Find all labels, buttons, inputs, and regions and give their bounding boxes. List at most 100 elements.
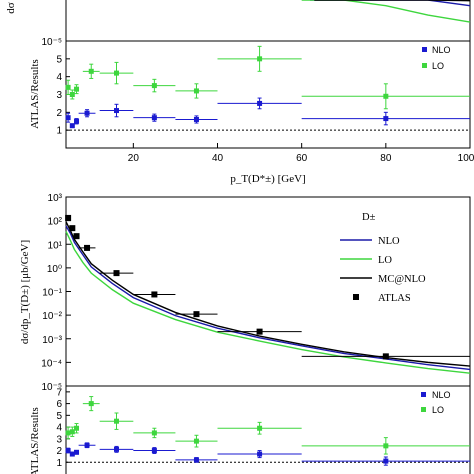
bottom-cs-ytick-label: 10⁰ — [47, 264, 62, 275]
bottom-cs-ytick-label: 10⁻⁵ — [41, 382, 62, 393]
bottom-cs-legend-label-2: MC@NLO — [378, 274, 426, 285]
top-ratio-ylabel: ATLAS/Results — [29, 59, 41, 129]
bottom-cs-atlas-point — [84, 244, 91, 251]
bottom-ratio-ytick-label: 5 — [56, 411, 62, 422]
bottom-ratio-nlo-point — [69, 451, 75, 457]
top-ratio-lo-point — [69, 92, 75, 97]
bottom-cs-ytick-label: 10⁻¹ — [42, 288, 62, 299]
bottom-ratio-nlo-point — [383, 458, 389, 464]
top-ratio-lo-point — [257, 56, 263, 62]
bottom-ratio-lo-point — [65, 430, 71, 436]
bottom-ratio-ytick-label: 7 — [56, 387, 62, 398]
top-ratio-lo-point — [65, 84, 71, 90]
bottom-ratio-legend-nlo-marker — [421, 392, 426, 397]
bottom-cs-ytick-label: 10¹ — [48, 240, 63, 251]
bottom-cs-legend-label-0: NLO — [378, 236, 400, 247]
top-ratio-legend-nlo: NLO — [432, 45, 451, 55]
top-ratio-nlo-point — [151, 115, 157, 121]
top-ratio-nlo-point — [257, 100, 263, 106]
top-ratio-ytick-label: 1 — [56, 126, 62, 137]
top-ratio-lo-point — [193, 88, 199, 94]
bottom-ratio-lo-point — [257, 425, 263, 431]
top-ratio-lo-point — [151, 83, 157, 89]
top-ratio-xtick-label: 60 — [296, 153, 308, 164]
bottom-cs-curve-nlo — [65, 225, 471, 371]
top-cs-curve-lo — [301, 0, 471, 23]
bottom-ratio-ylabel: ATLAS/Results — [29, 407, 41, 474]
bottom-ratio-nlo-point — [193, 457, 199, 463]
bottom-cs-ylabel: dσ/dp_T(D±) [μb/GeV] — [19, 240, 31, 344]
top-ratio-nlo-point — [84, 110, 90, 116]
top-ratio-lo-point — [383, 93, 389, 99]
bottom-ratio-legend-lo-marker — [421, 407, 426, 412]
top-ratio-nlo-point — [74, 118, 80, 124]
bottom-ratio-ytick-label: 1 — [56, 458, 62, 469]
top-ratio-nlo-point — [69, 123, 75, 129]
top-ratio-ytick-label: 2 — [56, 108, 62, 119]
top-ratio-nlo-point — [114, 108, 119, 114]
bottom-ratio-lo-point — [151, 430, 157, 436]
bottom-ratio-ytick-label: 3 — [56, 434, 62, 445]
bottom-cs-atlas-point — [151, 291, 158, 298]
top-ratio-lo-point — [114, 70, 119, 76]
bottom-ratio-lo-point — [114, 418, 119, 424]
top-cs-curve-nlo — [310, 0, 471, 7]
top-ratio-legend-nlo-marker — [422, 47, 427, 52]
top-ratio-legend-lo-marker — [422, 63, 427, 68]
bottom-cs-ytick-label: 10⁻³ — [42, 335, 62, 346]
top-ratio-legend-lo: LO — [432, 61, 444, 71]
top-ratio-panel: 1 2 3 4 5 20 40 60 80 100 NLO LO ATLAS/Results p_T(D*… — [29, 40, 474, 185]
bottom-cs-atlas-point — [256, 328, 263, 335]
top-ratio-xtick-label: 100 — [458, 153, 474, 164]
top-ratio-nlo-point — [193, 116, 199, 122]
bottom-ratio-nlo-point — [74, 449, 80, 455]
top-ratio-ytick-label: 3 — [56, 90, 62, 101]
top-ratio-ytick-label: 5 — [56, 54, 62, 65]
bottom-cs-curve-lo — [65, 231, 471, 374]
top-ratio-xlabel: p_T(D*±) [GeV] — [230, 173, 305, 185]
top-cs-frame — [65, 0, 471, 42]
bottom-ratio-lo-point — [88, 401, 94, 407]
top-ratio-xtick-label: 40 — [212, 153, 224, 164]
top-ratio-xtick-label: 20 — [128, 153, 140, 164]
bottom-ratio-nlo-point — [84, 442, 90, 448]
bottom-ratio-lo-point — [193, 438, 199, 444]
bottom-cs-atlas-point — [113, 270, 120, 277]
top-ratio-nlo-point — [383, 116, 389, 122]
bottom-ratio-legend-lo: LO — [432, 405, 444, 415]
bottom-cs-ytick-label: 10⁻⁴ — [41, 358, 62, 369]
bottom-ratio-ytick-label: 6 — [56, 399, 62, 410]
bottom-ratio-nlo-point — [151, 448, 157, 454]
bottom-ratio-lo-point — [69, 429, 75, 435]
bottom-cs-atlas-point — [69, 225, 76, 232]
bottom-cs-ytick-label: 10³ — [48, 193, 63, 204]
bottom-cs-curve-mcnlo — [65, 221, 471, 367]
bottom-ratio-legend-nlo: NLO — [432, 390, 451, 400]
bottom-cross-section-panel: 10³ 10² 10¹ 10⁰ 10⁻¹ 10⁻² 10⁻³ 10⁻⁴ 10⁻⁵ D± NLO LO M… — [19, 193, 471, 393]
top-ratio-frame — [65, 40, 471, 149]
bottom-cs-panel-label: D± — [362, 212, 376, 223]
top-cs-ylabel: dσ — [5, 2, 17, 14]
top-cs-ytick-label: 10⁻⁵ — [41, 37, 62, 48]
bottom-cs-atlas-point — [65, 214, 72, 221]
bottom-ratio-ytick-label: 2 — [56, 446, 62, 457]
top-ratio-xtick-label: 80 — [380, 153, 392, 164]
top-cs-curve-mcnlo — [314, 0, 471, 2]
bottom-cs-legend-atlas-marker — [353, 294, 359, 300]
bottom-cs-legend-label-1: LO — [378, 255, 392, 266]
bottom-ratio-lo-point — [383, 443, 389, 449]
bottom-ratio-lo-point — [74, 425, 80, 431]
bottom-cs-atlas-point — [73, 233, 80, 240]
top-ratio-nlo-point — [65, 115, 71, 121]
bottom-cs-legend-label-3: ATLAS — [378, 293, 411, 304]
bottom-cs-ytick-label: 10² — [48, 217, 63, 228]
bottom-cs-frame — [65, 196, 471, 387]
bottom-ratio-nlo-point — [257, 451, 263, 457]
top-ratio-ytick-label: 4 — [56, 72, 62, 83]
bottom-cs-ytick-label: 10⁻² — [42, 311, 62, 322]
bottom-ratio-nlo-point — [65, 448, 71, 454]
top-ratio-lo-point — [88, 68, 94, 74]
bottom-cs-atlas-point — [193, 311, 200, 318]
